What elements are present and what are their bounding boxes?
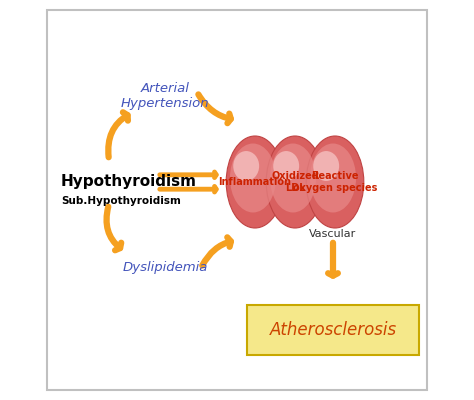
Ellipse shape [310,144,356,212]
Ellipse shape [233,151,259,181]
FancyBboxPatch shape [247,305,419,355]
Text: Dyslipidemia: Dyslipidemia [122,262,208,274]
Ellipse shape [273,151,299,181]
Text: Hypothyroidism: Hypothyroidism [61,174,197,190]
Text: Vascular: Vascular [310,229,356,239]
Ellipse shape [270,144,316,212]
Ellipse shape [266,136,324,228]
Text: Sub.Hypothyroidism: Sub.Hypothyroidism [61,196,181,206]
Text: Arterial
Hypertension: Arterial Hypertension [121,82,210,110]
Text: Oxidized
LDL: Oxidized LDL [271,171,319,193]
FancyBboxPatch shape [47,10,427,390]
Ellipse shape [313,151,339,181]
Text: Atherosclerosis: Atherosclerosis [269,321,397,339]
Ellipse shape [230,144,276,212]
Text: Inflammation: Inflammation [219,177,292,187]
Text: Reactive
oxygen species: Reactive oxygen species [293,171,377,193]
Ellipse shape [306,136,364,228]
Ellipse shape [226,136,284,228]
